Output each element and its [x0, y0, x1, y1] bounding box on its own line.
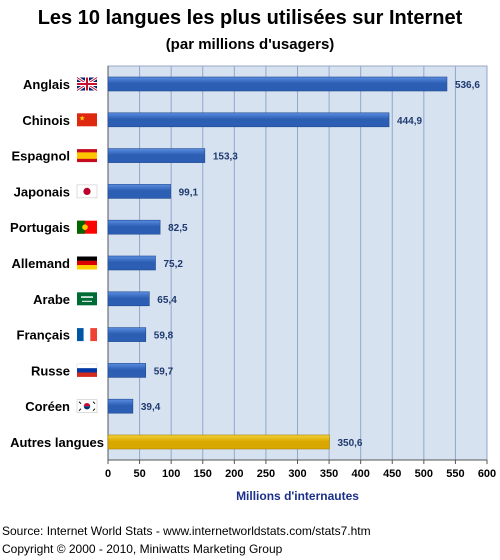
y-category-label: Portugais — [10, 220, 70, 235]
x-tick-label: 350 — [320, 468, 338, 480]
bar-value-label: 39,4 — [141, 402, 161, 413]
x-tick-label: 0 — [105, 468, 111, 480]
y-category-label: Anglais — [23, 77, 70, 92]
y-category-label: Chinois — [22, 113, 70, 128]
bar-portugais — [107, 219, 161, 235]
x-tick-label: 450 — [383, 468, 401, 480]
x-tick-label: 50 — [133, 468, 145, 480]
x-axis-title: Millions d'internautes — [236, 489, 359, 503]
chart-title: Les 10 langues les plus utilisées sur In… — [37, 7, 463, 29]
saudi-flag-icon — [77, 292, 97, 306]
y-category-label: Espagnol — [11, 149, 70, 164]
bar-value-label: 59,8 — [154, 331, 174, 342]
germany-flag-icon — [77, 256, 97, 270]
bar-value-label: 153,3 — [213, 152, 238, 163]
x-tick-label: 250 — [257, 468, 275, 480]
svg-text:★: ★ — [79, 114, 85, 122]
japan-flag-icon — [76, 184, 98, 199]
x-tick-label: 600 — [478, 468, 496, 480]
y-category-label: Français — [17, 328, 70, 343]
copyright-note: Copyright © 2000 - 2010, Miniwatts Marke… — [2, 542, 283, 556]
bar-value-label: 536,6 — [455, 80, 480, 91]
y-category-label: Allemand — [11, 256, 70, 271]
bar-value-label: 99,1 — [179, 187, 199, 198]
y-category-label: Russe — [31, 363, 70, 378]
y-category-label: Arabe — [33, 292, 70, 307]
france-flag-icon — [77, 328, 97, 342]
x-tick-label: 150 — [194, 468, 212, 480]
china-flag-icon: ★ — [77, 113, 97, 127]
spain-flag-icon — [77, 149, 97, 163]
portugal-flag-icon — [77, 220, 97, 234]
bar-value-label: 75,2 — [164, 259, 184, 270]
x-tick-label: 200 — [225, 468, 243, 480]
bar-value-label: 65,4 — [157, 295, 177, 306]
uk-flag-icon — [76, 76, 98, 92]
bar-espagnol — [107, 148, 206, 163]
bar-allemand — [107, 255, 156, 271]
source-note: Source: Internet World Stats - www.inter… — [2, 524, 371, 538]
russia-flag-icon — [76, 363, 98, 377]
bar-russe — [107, 363, 147, 378]
bar-chinois — [107, 112, 390, 128]
y-category-label: Coréen — [25, 399, 70, 414]
bar-value-label: 444,9 — [397, 116, 422, 127]
bar-cor-en — [107, 398, 134, 414]
bar-chart: 0 50 100 150 200 250 300 350 400 450 500 550 600 Mill… — [10, 65, 496, 503]
bar-fran-ais — [107, 327, 147, 342]
x-tick-label: 100 — [162, 468, 180, 480]
x-tick-label: 500 — [415, 468, 433, 480]
bar-anglais — [107, 76, 448, 92]
x-tick-label: 400 — [351, 468, 369, 480]
y-category-label: Japonais — [14, 184, 70, 199]
chart-subtitle: (par millions d'usagers) — [165, 36, 335, 53]
x-tick-label: 550 — [446, 468, 464, 480]
bar-value-label: 350,6 — [337, 438, 362, 449]
y-category-label: Autres langues — [10, 435, 104, 450]
bar-autres-langues — [107, 434, 330, 450]
korea-flag-icon — [76, 399, 98, 413]
bar-arabe — [107, 291, 150, 307]
bar-value-label: 59,7 — [154, 366, 174, 377]
bar-japonais — [107, 184, 171, 199]
bar-value-label: 82,5 — [168, 223, 188, 234]
x-tick-label: 300 — [288, 468, 306, 480]
